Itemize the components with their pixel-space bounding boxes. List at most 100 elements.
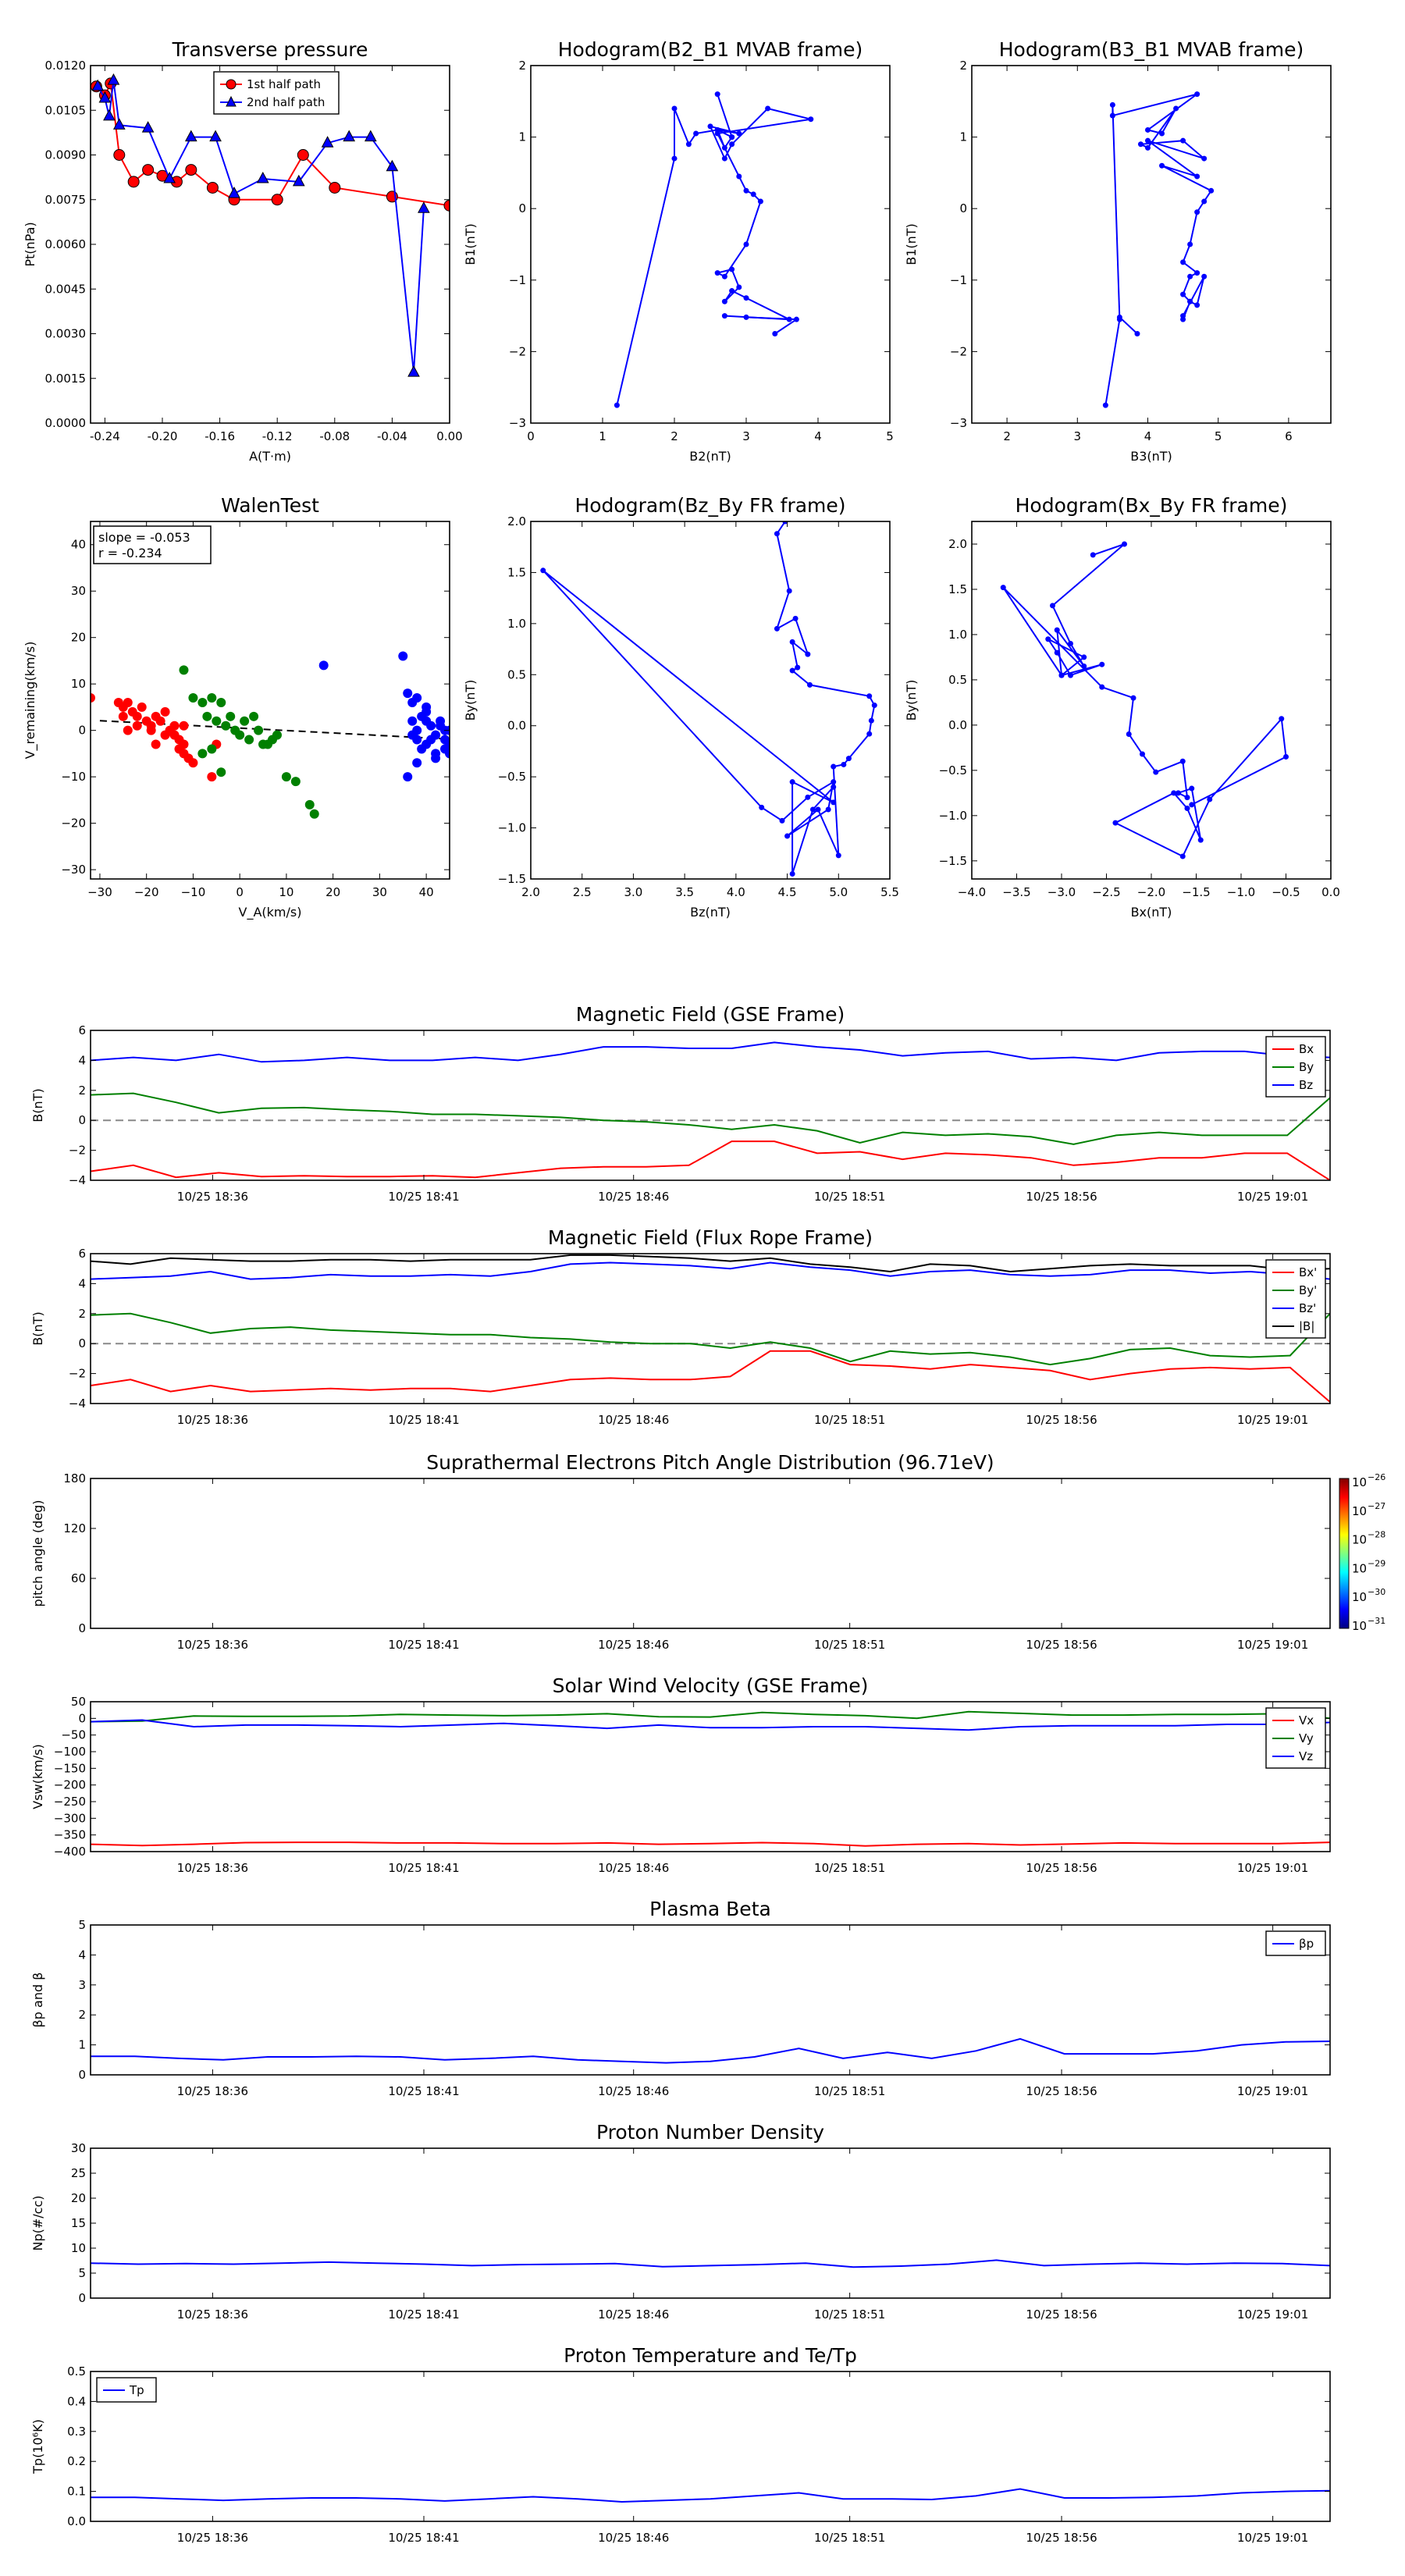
y-tick-label: 1 — [959, 130, 967, 144]
y-tick-label: 60 — [71, 1571, 86, 1585]
x-tick-label: −1.5 — [1182, 885, 1210, 899]
data-point — [1180, 259, 1186, 265]
plot-frame — [530, 521, 891, 880]
data-point — [212, 716, 222, 726]
data-point — [207, 772, 217, 782]
data-point — [736, 173, 742, 180]
y-tick-label: −2 — [509, 344, 526, 358]
x-tick-label: 10/25 19:01 — [1237, 1638, 1308, 1652]
data-point — [825, 806, 831, 813]
data-point — [693, 130, 699, 137]
data-point — [789, 639, 795, 645]
data-point — [1176, 790, 1181, 796]
x-tick-label: 10/25 18:51 — [814, 1638, 885, 1652]
plot-area — [91, 1041, 1330, 1180]
legend-marker — [226, 95, 237, 107]
y-axis-label: pitch angle (deg) — [30, 1500, 45, 1606]
data-point — [235, 730, 245, 740]
legend: Bx' By' Bz' |B| — [1265, 1259, 1326, 1339]
data-point — [1137, 141, 1144, 148]
data-point — [841, 761, 847, 767]
data-point — [290, 777, 301, 787]
data-point — [772, 331, 778, 336]
y-tick-label: 0.0120 — [45, 59, 87, 73]
plot-area — [540, 521, 877, 877]
data-point — [91, 693, 95, 703]
y-tick-label: 0.0 — [948, 718, 967, 732]
series-line-Bx — [91, 1140, 1330, 1180]
data-point — [431, 753, 441, 763]
data-point — [1180, 137, 1186, 144]
data-point — [1068, 672, 1073, 678]
x-tick-label: −0.5 — [1272, 885, 1300, 899]
data-point — [1144, 144, 1151, 151]
y-axis-label: B(nT) — [30, 1088, 45, 1122]
data-point — [792, 615, 799, 621]
data-point — [249, 711, 259, 721]
colorbar-label: 10 — [1352, 1619, 1367, 1633]
chart-title: Proton Temperature and Te/Tp — [564, 2344, 857, 2367]
data-point — [407, 365, 420, 377]
data-point — [1171, 790, 1177, 796]
data-point — [228, 187, 240, 198]
x-tick-label: 10/25 18:36 — [177, 1638, 248, 1652]
x-tick-label: 0.0 — [1321, 885, 1340, 899]
y-tick-label: −1 — [509, 273, 526, 287]
y-tick-label: 15 — [71, 2216, 86, 2230]
chart-title: Suprathermal Electrons Pitch Angle Distr… — [426, 1451, 994, 1474]
data-point — [169, 720, 180, 731]
data-point — [757, 198, 763, 205]
data-point — [1159, 130, 1165, 137]
series-line-1 — [745, 316, 799, 335]
x-axis-label: A(T·m) — [249, 449, 291, 464]
plot-frame — [90, 2147, 1331, 2299]
y-tick-label: 0 — [78, 724, 86, 738]
x-tick-label: 10/25 18:51 — [814, 1413, 885, 1427]
y-tick-label: 1.0 — [507, 617, 526, 631]
y-tick-label: 1.0 — [948, 628, 967, 642]
y-tick-label: 1.5 — [948, 582, 967, 596]
y-tick-label: −2 — [950, 344, 967, 358]
data-point — [386, 159, 399, 172]
series-line-1st half path — [95, 80, 450, 207]
y-tick-label: −4 — [69, 1397, 86, 1411]
x-tick-label: 2.5 — [573, 885, 592, 899]
y-tick-label: 0.2 — [67, 2454, 86, 2468]
data-point — [815, 806, 821, 813]
plot-frame — [90, 1701, 1331, 1852]
y-tick-label: −250 — [54, 1795, 86, 1809]
x-tick-label: 10/25 18:46 — [598, 2307, 669, 2322]
y-tick-label: −400 — [54, 1845, 86, 1859]
y-tick-label: 0.5 — [507, 667, 526, 681]
data-point — [1283, 753, 1289, 760]
y-tick-label: 2 — [78, 1307, 86, 1321]
data-point — [221, 720, 231, 731]
data-point — [209, 130, 222, 142]
data-point — [202, 711, 212, 721]
y-tick-label: 0.0015 — [45, 372, 87, 386]
y-axis-label: V_remaining(km/s) — [23, 642, 38, 760]
data-point — [1054, 649, 1060, 656]
data-point — [440, 744, 450, 754]
x-tick-label: 10/25 18:51 — [814, 2084, 885, 2098]
chart-title: Magnetic Field (Flux Rope Frame) — [548, 1226, 873, 1249]
data-point — [540, 568, 546, 574]
data-point — [671, 155, 678, 162]
x-tick-label: −30 — [87, 885, 112, 899]
series-line-Bz' — [91, 1261, 1330, 1280]
data-point — [782, 521, 788, 525]
data-point — [789, 870, 795, 877]
y-tick-label: −20 — [61, 817, 86, 831]
data-point — [1099, 661, 1105, 667]
plot-frame — [90, 2371, 1331, 2522]
data-point — [1081, 654, 1087, 660]
legend-label: Bx — [1299, 1042, 1314, 1056]
x-tick-label: 5 — [886, 429, 894, 443]
x-tick-label: 10/25 18:46 — [598, 2531, 669, 2545]
data-point — [809, 806, 816, 813]
plot-frame — [90, 1030, 1331, 1181]
y-tick-label: −200 — [54, 1778, 86, 1792]
data-point — [707, 123, 713, 130]
x-tick-label: 10/25 19:01 — [1237, 1190, 1308, 1204]
data-point — [155, 716, 165, 726]
